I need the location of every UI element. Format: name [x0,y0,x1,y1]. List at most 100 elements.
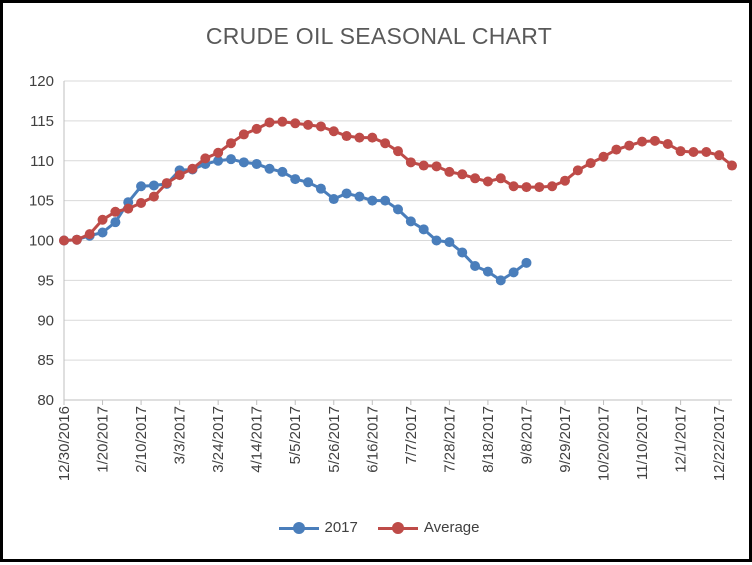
data-point [110,217,121,228]
legend: 2017 Average [3,519,752,536]
data-point [251,123,262,134]
data-point [136,181,147,192]
legend-item-average[interactable]: Average [377,519,479,536]
data-point [226,154,236,165]
data-point [136,198,147,209]
data-point [508,267,519,278]
data-point [649,135,660,146]
data-point [675,146,686,157]
x-tick-label: 3/3/2017 [172,406,189,464]
data-point [328,194,339,205]
data-point [303,119,314,130]
x-tick-label: 9/29/2017 [557,406,574,473]
x-tick-label: 7/7/2017 [403,406,420,464]
y-tick-labels: 80 85 90 95 100 105 110 115 120 [29,73,54,409]
data-point [688,146,699,157]
data-point [534,182,545,193]
legend-swatch-2017 [278,521,319,535]
chart-title: CRUDE OIL SEASONAL CHART [205,23,553,49]
legend-label: 2017 [324,519,358,536]
y-tick-label: 100 [29,233,54,250]
data-point [637,136,648,147]
data-point [238,157,249,168]
data-point [174,170,185,181]
data-point [431,161,442,172]
data-point [110,206,121,217]
legend-swatch-average [377,521,418,535]
data-point [495,275,506,286]
data-point [727,160,737,171]
data-point [123,203,134,214]
series [59,116,737,286]
y-tick-label: 95 [37,272,54,289]
data-point [97,214,108,225]
x-tick-label: 5/26/2017 [326,406,343,473]
data-point [367,195,378,206]
data-point [714,150,725,161]
data-point [380,138,391,149]
data-point [444,166,455,177]
data-point [418,224,429,235]
data-point [701,146,712,157]
x-tick-label: 10/20/2017 [596,406,613,481]
data-point [431,235,442,246]
data-point [226,138,236,149]
data-point [328,126,339,137]
data-point [444,237,455,248]
y-tick-label: 120 [29,73,54,90]
data-point [393,204,403,215]
data-point [264,117,275,128]
x-tick-label: 8/18/2017 [480,406,497,473]
data-point [393,146,403,157]
x-tick-label: 7/28/2017 [441,406,458,473]
legend-marker [292,521,305,534]
data-point [354,132,365,143]
x-tick-label: 1/20/2017 [95,406,112,473]
data-point [405,216,416,227]
data-point [200,153,211,164]
data-point [482,266,493,277]
y-tick-label: 90 [37,312,54,329]
grid-lines [64,80,732,361]
data-point [187,163,198,174]
data-point [470,173,481,184]
data-point [290,118,301,129]
legend-item-2017[interactable]: 2017 [278,519,358,536]
data-point [84,229,95,240]
y-tick-label: 105 [29,193,54,210]
data-point [148,180,159,191]
data-point [148,191,159,202]
x-tick-label: 12/22/2017 [711,406,728,481]
data-point [290,174,301,185]
series-average [59,116,737,246]
x-tick-label: 9/8/2017 [518,406,535,464]
data-point [277,116,288,127]
data-point [315,121,326,132]
x-tick-label: 5/5/2017 [287,406,304,464]
y-tick-label: 110 [30,153,54,170]
data-point [418,160,429,171]
data-point [354,191,365,202]
data-point [521,182,532,193]
data-point [624,140,635,151]
data-point [457,247,468,258]
data-point [585,158,596,169]
data-point [213,155,224,166]
x-tick-label: 6/16/2017 [364,406,381,473]
data-point [521,257,532,268]
data-point [560,175,570,186]
data-point [238,129,249,140]
data-point [611,144,622,155]
data-point [457,169,468,180]
data-point [161,178,172,189]
data-point [367,132,378,143]
data-point [341,131,352,142]
x-tick-label: 2/10/2017 [133,406,150,473]
x-tick-labels: 12/30/2016 1/20/2017 2/10/2017 3/3/2017 3/24… [56,406,728,481]
line-chart: 80 85 90 95 100 105 110 115 120 12/30/2016 1/20/2… [29,73,737,481]
x-tick-label: 4/14/2017 [249,406,266,473]
data-point [547,181,558,192]
x-tick-label: 12/1/2017 [673,406,690,473]
data-point [71,234,82,245]
